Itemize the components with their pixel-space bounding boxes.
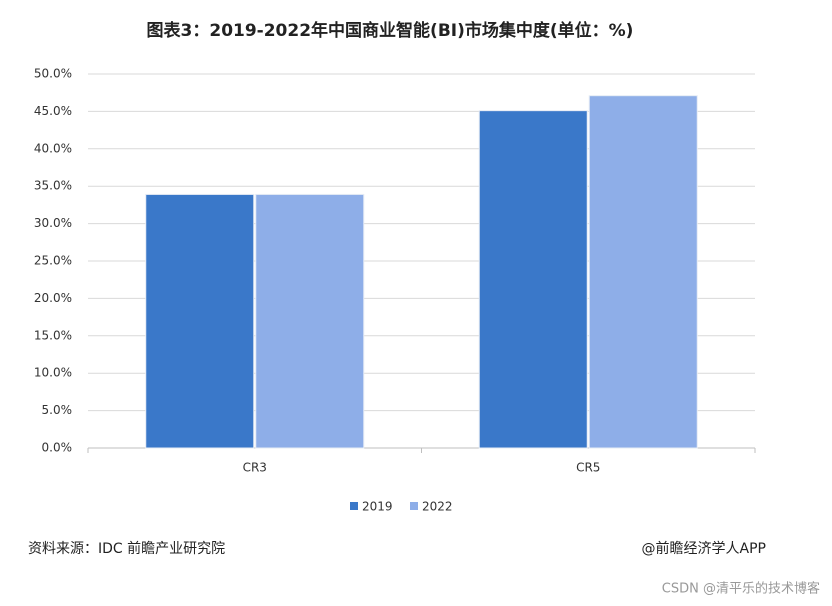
- legend-label: 2022: [422, 500, 453, 514]
- y-tick-label: 25.0%: [34, 254, 72, 268]
- chart-title: 图表3：2019-2022年中国商业智能(BI)市场集中度(单位：%): [147, 20, 634, 41]
- x-tick-label: CR3: [243, 461, 267, 475]
- y-tick-label: 40.0%: [34, 141, 72, 155]
- y-tick-label: 50.0%: [34, 67, 72, 81]
- bar: [588, 95, 698, 449]
- y-tick-label: 10.0%: [34, 366, 72, 380]
- legend-swatch: [350, 502, 358, 510]
- y-tick-label: 5.0%: [42, 403, 73, 417]
- source: 资料来源：IDC 前瞻产业研究院: [28, 540, 225, 557]
- y-tick-label: 20.0%: [34, 291, 72, 305]
- bar: [478, 110, 588, 449]
- y-tick-label: 35.0%: [34, 179, 72, 193]
- watermark: CSDN @清平乐的技术博客: [662, 581, 820, 597]
- bar: [255, 193, 365, 449]
- y-tick-label: 0.0%: [42, 441, 73, 455]
- legend-swatch: [410, 502, 418, 510]
- x-tick-label: CR5: [576, 461, 600, 475]
- y-tick-label: 45.0%: [34, 104, 72, 118]
- y-tick-label: 30.0%: [34, 216, 72, 230]
- bar: [145, 193, 255, 449]
- legend-label: 2019: [362, 500, 393, 514]
- credit: @前瞻经济学人APP: [642, 540, 766, 557]
- y-tick-label: 15.0%: [34, 328, 72, 342]
